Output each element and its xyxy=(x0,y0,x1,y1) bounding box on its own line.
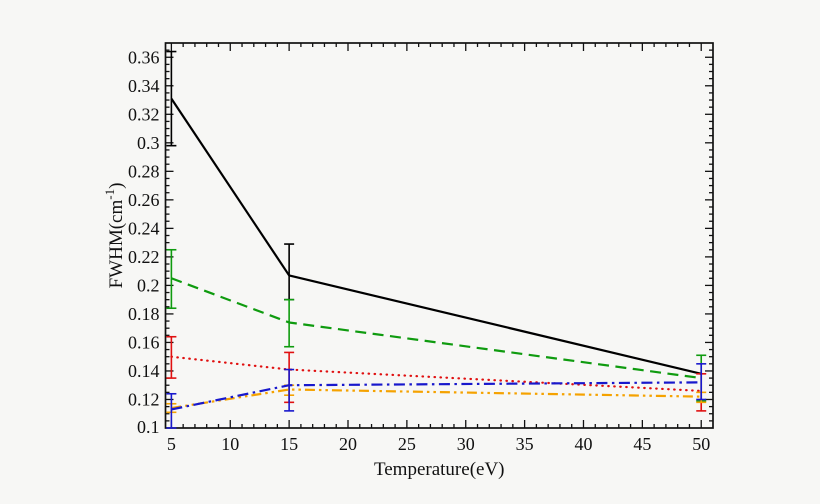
y-tick-label: 0.34 xyxy=(128,76,160,96)
x-tick-label: 35 xyxy=(516,434,534,454)
y-axis-title: FWHM(cm-1) xyxy=(102,183,127,289)
x-tick-label: 30 xyxy=(457,434,475,454)
y-tick-label: 0.22 xyxy=(128,247,160,267)
orange-dash-dot-dot-line xyxy=(171,388,702,410)
y-tick-label: 0.26 xyxy=(128,190,160,210)
y-tick-label: 0.1 xyxy=(137,417,160,437)
y-tick-label: 0.2 xyxy=(137,275,160,295)
x-tick-label: 15 xyxy=(280,434,298,454)
y-tick-label: 0.12 xyxy=(128,389,160,409)
x-axis-title: Temperature(eV) xyxy=(374,459,505,480)
y-tick-label: 0.18 xyxy=(128,304,160,324)
x-tick-label: 50 xyxy=(692,434,710,454)
x-tick-label: 25 xyxy=(398,434,416,454)
y-tick-label: 0.32 xyxy=(128,104,160,124)
x-tick-label: 20 xyxy=(339,434,357,454)
y-tick-label: 0.36 xyxy=(128,47,160,67)
x-tick-label: 40 xyxy=(574,434,592,454)
black-solid-line xyxy=(170,98,702,375)
y-tick-label: 0.28 xyxy=(128,161,160,181)
plot-frame xyxy=(164,42,714,429)
y-tick-label: 0.16 xyxy=(128,332,160,352)
blue-dash-dot-line xyxy=(171,381,702,411)
x-tick-label: 45 xyxy=(633,434,651,454)
x-tick-label: 10 xyxy=(221,434,239,454)
y-tick-label: 0.24 xyxy=(128,218,160,238)
y-tick-label: 0.14 xyxy=(128,361,160,381)
x-tick-label: 5 xyxy=(167,434,176,454)
y-tick-label: 0.3 xyxy=(137,133,160,153)
green-dashed-line xyxy=(171,277,702,380)
